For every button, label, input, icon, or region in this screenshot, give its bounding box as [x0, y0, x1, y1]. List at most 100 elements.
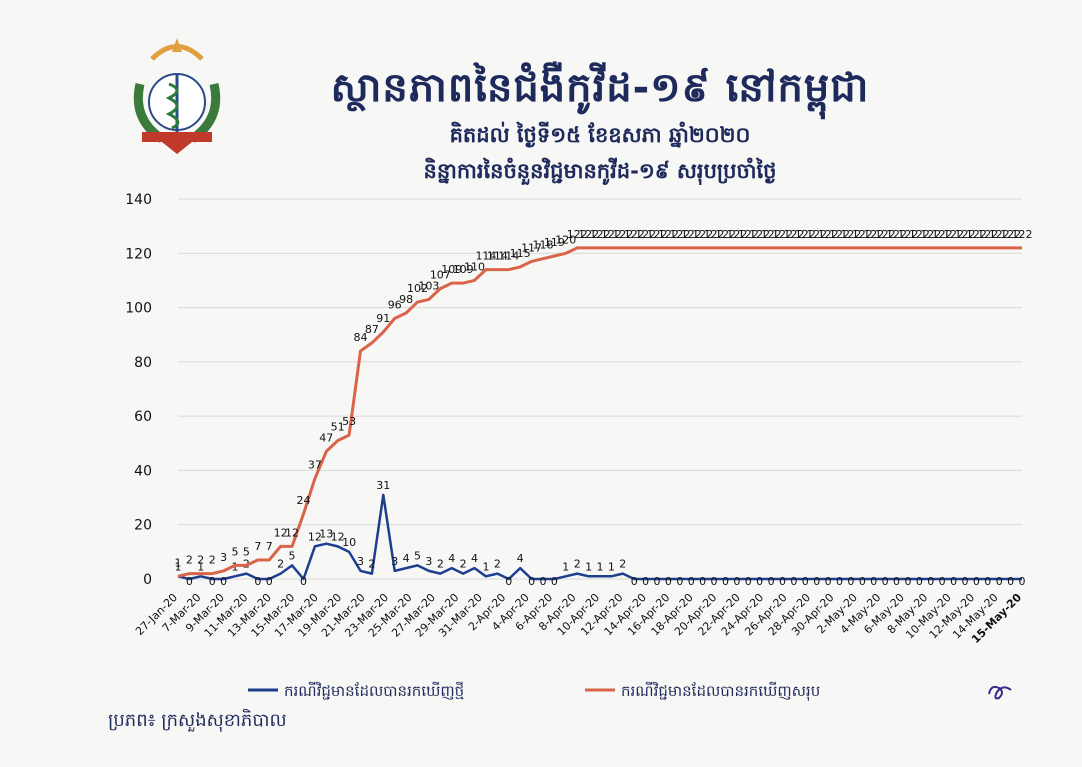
- data-label: 0: [847, 575, 854, 588]
- legend-label-total-cases: ករណីវិជ្ជមានដែលបានរកឃើញសរុប: [621, 681, 820, 701]
- data-label: 107: [430, 269, 451, 282]
- data-label: 1: [482, 560, 489, 573]
- series-line-new-cases: [177, 493, 1022, 581]
- y-tick-label: 40: [134, 463, 152, 479]
- data-label: 0: [836, 575, 843, 588]
- data-label: 122: [567, 228, 588, 241]
- data-label: 2: [494, 558, 501, 571]
- data-label: 122: [840, 228, 861, 241]
- data-label: 0: [768, 575, 775, 588]
- data-label: 122: [943, 228, 964, 241]
- data-label: 0: [802, 575, 809, 588]
- data-label: 0: [882, 575, 889, 588]
- data-label: 122: [692, 228, 713, 241]
- data-label: 1: [175, 560, 182, 573]
- data-label: 31: [376, 479, 390, 492]
- data-label: 122: [658, 228, 679, 241]
- data-label: 12: [331, 530, 345, 543]
- data-label: 122: [635, 228, 656, 241]
- data-label: 102: [407, 282, 428, 295]
- data-label: 4: [403, 552, 410, 565]
- data-label: 122: [704, 228, 725, 241]
- data-label: 2: [619, 558, 626, 571]
- data-label: 122: [669, 228, 690, 241]
- data-label: 0: [961, 575, 968, 588]
- data-label: 0: [984, 575, 991, 588]
- data-label: 0: [893, 575, 900, 588]
- data-label: 24: [296, 494, 310, 507]
- data-label: 2: [277, 558, 284, 571]
- data-label: 122: [818, 228, 839, 241]
- data-label: 0: [973, 575, 980, 588]
- data-label: 119: [544, 236, 565, 249]
- data-label: 122: [1000, 228, 1021, 241]
- data-label: 0: [220, 575, 227, 588]
- data-label: 122: [647, 228, 668, 241]
- data-label: 122: [624, 228, 645, 241]
- data-label: 122: [909, 228, 930, 241]
- data-label: 122: [726, 228, 747, 241]
- data-label: 0: [939, 575, 946, 588]
- data-label: 2: [437, 558, 444, 571]
- data-label: 0: [528, 575, 535, 588]
- data-label: 0: [916, 575, 923, 588]
- data-label: 122: [1012, 228, 1033, 241]
- data-label: 10: [342, 536, 356, 549]
- data-label: 122: [932, 228, 953, 241]
- data-label: 0: [996, 575, 1003, 588]
- data-label: 122: [715, 228, 736, 241]
- page-title: ស្ថានភាពនៃជំងឺកូវីដ-១៩ នៅកម្ពុជា: [330, 65, 870, 111]
- data-label: 0: [551, 575, 558, 588]
- data-label: 2: [574, 558, 581, 571]
- data-label: 122: [989, 228, 1010, 241]
- data-label: 84: [353, 331, 367, 344]
- data-label: 122: [852, 228, 873, 241]
- source-note: ប្រភព៖ ក្រសួងសុខាភិបាល: [108, 710, 287, 731]
- data-label: 122: [783, 228, 804, 241]
- data-label: 91: [376, 312, 390, 325]
- data-label: 122: [795, 228, 816, 241]
- data-label: 0: [745, 575, 752, 588]
- data-label: 122: [590, 228, 611, 241]
- data-label: 5: [232, 545, 239, 558]
- data-label: 0: [790, 575, 797, 588]
- data-label: 122: [897, 228, 918, 241]
- data-label: 0: [254, 575, 261, 588]
- data-label: 0: [950, 575, 957, 588]
- subtitle-date: គិតដល់ ថ្ងៃទី១៥ ខែឧសភា ឆ្នាំ២០២០: [449, 123, 751, 147]
- data-label: 122: [772, 228, 793, 241]
- data-label: 13: [319, 528, 333, 541]
- data-label: 2: [460, 558, 467, 571]
- data-label: 110: [464, 260, 485, 273]
- data-label: 122: [829, 228, 850, 241]
- data-label: 4: [517, 552, 524, 565]
- y-tick-label: 60: [134, 409, 152, 425]
- data-label: 122: [875, 228, 896, 241]
- data-label: 0: [505, 575, 512, 588]
- data-label: 2: [368, 558, 375, 571]
- data-label: 0: [859, 575, 866, 588]
- data-label: 12: [274, 526, 288, 539]
- data-label: 122: [612, 228, 633, 241]
- data-label: 0: [631, 575, 638, 588]
- data-label: 122: [977, 228, 998, 241]
- data-label: 0: [642, 575, 649, 588]
- data-label: 114: [475, 250, 496, 263]
- y-tick-label: 0: [143, 572, 152, 588]
- data-label: 0: [733, 575, 740, 588]
- data-label: 103: [418, 279, 439, 292]
- data-label: 37: [308, 459, 322, 472]
- data-label: 122: [738, 228, 759, 241]
- data-label: 0: [1019, 575, 1026, 588]
- data-label: 0: [813, 575, 820, 588]
- data-label: 12: [308, 530, 322, 543]
- data-label: 109: [453, 263, 474, 276]
- data-label: 122: [886, 228, 907, 241]
- legend-label-new-cases: ករណីវិជ្ជមានដែលបានរកឃើញថ្មី: [284, 681, 464, 700]
- data-label: 0: [711, 575, 718, 588]
- data-label: 122: [920, 228, 941, 241]
- y-tick-label: 100: [125, 301, 152, 317]
- data-label: 0: [209, 575, 216, 588]
- data-label: 2: [209, 554, 216, 567]
